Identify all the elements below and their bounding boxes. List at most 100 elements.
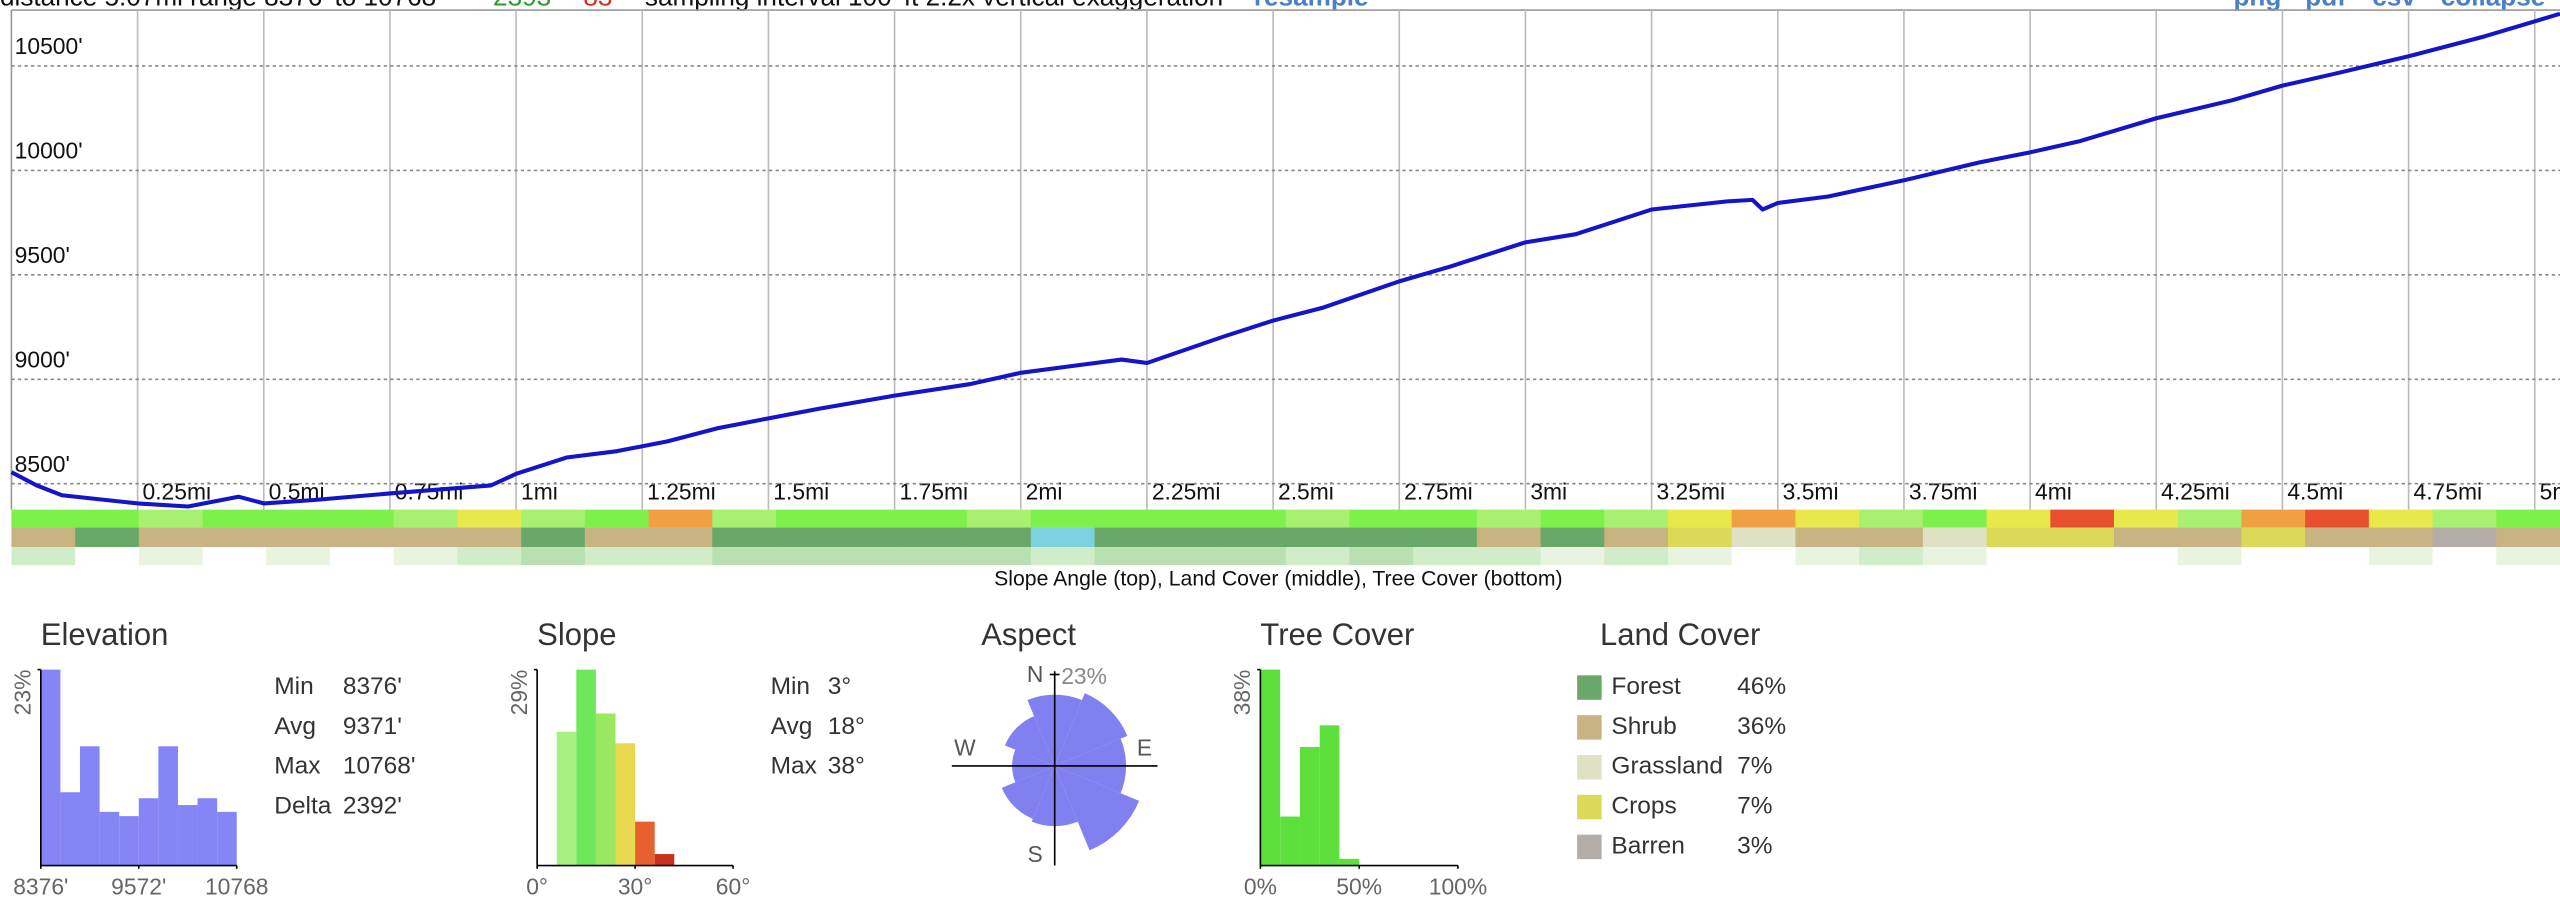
x-tick-label: 3.75mi (1909, 478, 1978, 504)
strip-cell (1413, 527, 1478, 548)
legend-label: Crops (1611, 793, 1676, 820)
y-tick-label: 8500' (15, 451, 70, 477)
legend-value: 7% (1737, 793, 1772, 820)
strip-cell (903, 527, 968, 548)
stat-value: 18° (828, 713, 865, 740)
strip-cell (1731, 527, 1796, 548)
strip-cell (521, 527, 586, 548)
strip-cell (967, 527, 1032, 548)
x-tick-label: 0.25mi (142, 478, 211, 504)
collapse-link[interactable]: collapse (2441, 0, 2546, 11)
strip-cell (584, 527, 650, 548)
strip-cell (2114, 509, 2179, 528)
strip-cell (1158, 547, 1223, 566)
strip-cell (1285, 547, 1350, 566)
panel-title: Land Cover (1600, 617, 1760, 652)
strip-cell (2050, 509, 2115, 528)
stat-value: 10768' (343, 753, 416, 780)
strip-cell (457, 547, 522, 566)
strip-cell (1476, 547, 1542, 566)
strip-cell (1030, 547, 1096, 566)
aspect-petal (1004, 716, 1055, 766)
strip-cell (839, 547, 904, 566)
strip-cell (1094, 547, 1159, 566)
strip-cell (712, 547, 777, 566)
histogram-bar (654, 854, 675, 866)
histogram-bar (615, 743, 636, 866)
strip-cell (2241, 527, 2306, 548)
x-tick-label: 4.5mi (2287, 478, 2343, 504)
legend-value: 36% (1737, 713, 1786, 740)
strip-cell (2241, 509, 2306, 528)
histogram-bar (197, 798, 218, 866)
strip-cell (393, 547, 458, 566)
strip-cell (1222, 509, 1287, 528)
x-tick-label: 3mi (1530, 478, 1567, 504)
strip-cell (712, 527, 777, 548)
panel-title: Slope (537, 617, 616, 652)
x-tick-label: 60° (716, 873, 751, 899)
strip-cell (393, 509, 458, 528)
strip-cell (1413, 547, 1478, 566)
strip-cell (1540, 509, 1605, 528)
x-tick-label: 1.5mi (773, 478, 829, 504)
stat-label: Avg (274, 713, 316, 740)
strip-cell (2241, 547, 2306, 566)
histogram-bar (635, 821, 655, 866)
histogram-bar (1260, 669, 1281, 866)
strip-cell (393, 527, 458, 548)
strip-cell (2432, 509, 2497, 528)
strip-cell (1349, 547, 1414, 566)
strip-cell (1604, 547, 1669, 566)
strip-cell (2368, 509, 2434, 528)
strip-cell (2496, 527, 2560, 548)
histogram-bar (60, 792, 80, 866)
strip-cell (1349, 527, 1414, 548)
stat-value: 9371' (343, 713, 402, 740)
strip-cell (11, 527, 76, 548)
r-tick-label: 23% (1061, 663, 1107, 689)
strip-cell (202, 509, 267, 528)
strip-cell (584, 509, 650, 528)
aspect-petal (1054, 693, 1128, 766)
strip-cell (2432, 547, 2497, 566)
gain: 2393' (493, 0, 556, 11)
strip-cell (202, 547, 267, 566)
aspect-petal (1001, 765, 1055, 819)
export-link[interactable]: pdf (2305, 0, 2346, 11)
export-link[interactable]: png (2233, 0, 2281, 11)
strip-cell (1859, 547, 1924, 566)
strip-cell (457, 509, 522, 528)
resample-link[interactable]: resample (1254, 0, 1369, 11)
x-tick-label: 0% (1244, 873, 1277, 899)
stat-label: Min (274, 673, 313, 700)
panel-title: Elevation (41, 617, 169, 652)
y-tick-label: 38% (1229, 670, 1255, 716)
legend-swatch (1577, 794, 1602, 820)
x-tick-label: 2.75mi (1404, 478, 1473, 504)
legend-value: 46% (1737, 673, 1786, 700)
strip-cell (1222, 527, 1287, 548)
strip-caption: Slope Angle (top), Land Cover (middle), … (994, 567, 1562, 590)
strip-cell (266, 547, 331, 566)
histogram-bar (158, 746, 178, 866)
y-tick-label: 10500' (15, 33, 83, 59)
histogram-bar (80, 746, 100, 866)
strip-cell (776, 547, 841, 566)
strip-cell (1158, 509, 1223, 528)
strip-cell (2177, 509, 2242, 528)
strip-cell (138, 509, 204, 528)
histogram-bar (40, 669, 61, 866)
x-tick-label: 2.5mi (1278, 478, 1334, 504)
export-link[interactable]: csv (2372, 0, 2416, 11)
y-tick-label: 10000' (15, 137, 83, 163)
stat-label: Max (771, 753, 817, 780)
histogram-bar (99, 811, 120, 866)
strip-cell (1986, 509, 2051, 528)
strip-cell (1540, 547, 1605, 566)
histogram-bar (1299, 746, 1320, 866)
strip-cell (330, 547, 395, 566)
strip-cell (1668, 509, 1733, 528)
stat-label: Delta (274, 793, 332, 820)
